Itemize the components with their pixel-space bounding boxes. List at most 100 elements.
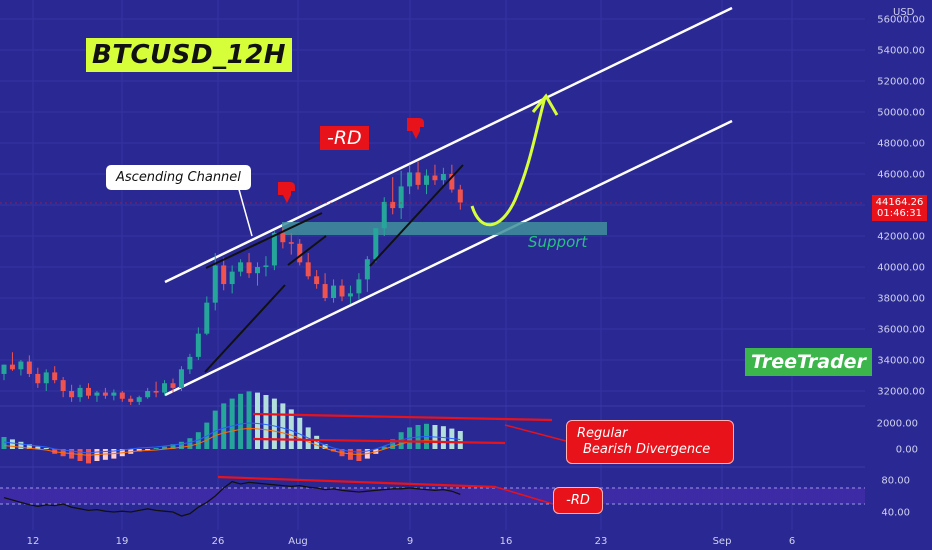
candle-body: [246, 262, 252, 274]
macd-hist-bar: [288, 409, 294, 449]
ascending-channel-lines: [164, 6, 733, 397]
macd-hist-bar: [263, 395, 269, 449]
macd-divergence-line-top: [252, 412, 553, 422]
time-tick-label: 23: [595, 536, 608, 547]
trendlines: [204, 164, 464, 373]
candle-body: [195, 333, 201, 357]
candle-body: [111, 392, 117, 396]
trendline-rise-1: [204, 284, 286, 373]
candle-body: [229, 271, 235, 285]
macd-hist-bar: [229, 398, 235, 449]
macd-hist-bar: [246, 391, 252, 449]
trendline-rise-2: [369, 164, 464, 267]
bearish-divergence-callout: Regular Bearish Divergence: [566, 420, 734, 464]
macd-hist-bar: [187, 438, 193, 449]
candle-body: [271, 232, 277, 266]
candle-body: [381, 201, 387, 229]
candle-body: [35, 373, 41, 384]
candle-body: [288, 242, 294, 244]
macd-hist-bar: [26, 444, 32, 449]
price-tick-label: 48000.00: [877, 139, 925, 150]
divergence-line2: Bearish Divergence: [583, 442, 711, 457]
macd-hist-bar: [86, 449, 91, 464]
support-zone: [282, 222, 607, 235]
macd-hist-bar: [322, 444, 328, 449]
candles-layer: [1, 161, 463, 405]
candle-body: [305, 262, 311, 277]
time-tick-label: 26: [212, 536, 225, 547]
candle-body: [178, 369, 184, 388]
brand-label: TreeTrader: [745, 348, 872, 376]
currency-label: USD: [893, 7, 915, 18]
rsi-callout-pointer: [495, 486, 554, 505]
ascending-channel-callout: Ascending Channel: [106, 165, 251, 190]
time-tick-label: 12: [27, 536, 40, 547]
candle-body: [255, 267, 260, 274]
macd-hist-bar: [212, 410, 218, 449]
macd-divergence-line-bottom: [252, 437, 506, 445]
candle-body: [102, 392, 108, 396]
candle-body: [119, 392, 125, 399]
candle-body: [204, 302, 210, 334]
rsi-band: [0, 488, 865, 504]
macd-hist-bar: [9, 439, 15, 449]
divergence-line1: Regular: [577, 426, 628, 441]
time-tick-label: Aug: [288, 536, 308, 547]
candle-body: [440, 174, 446, 181]
candle-body: [162, 383, 168, 393]
candle-body: [18, 361, 24, 370]
candle-body: [373, 228, 379, 260]
macd-hist-bar: [195, 432, 201, 449]
candle-body: [432, 175, 438, 181]
macd-pane: [1, 391, 463, 464]
candle-body: [238, 262, 244, 272]
price-tick-label: 50000.00: [877, 108, 925, 119]
candle-body: [221, 265, 227, 285]
callout-pointer: [237, 185, 253, 237]
price-tick-label: 32000.00: [877, 387, 925, 398]
macd-hist-bar: [255, 392, 260, 449]
candle-body: [128, 398, 134, 402]
last-price-value: 44164.26: [875, 197, 924, 208]
macd-hist-bar: [271, 398, 277, 449]
price-tick-label: 40000.00: [877, 263, 925, 274]
candle-body: [94, 392, 100, 396]
price-tick-label: 56000.00: [877, 15, 925, 26]
candle-body: [9, 364, 15, 370]
rsi-tick-label: 40.00: [881, 508, 910, 519]
candle-body: [314, 276, 320, 285]
macd-hist-bar: [18, 441, 24, 449]
candle-body: [398, 186, 404, 209]
hand-down-icon: [278, 182, 295, 203]
macd-hist-bar: [153, 448, 159, 449]
candle-body: [69, 391, 75, 398]
rd-label: -RD: [320, 126, 369, 150]
macd-tick-label: 0.00: [896, 445, 918, 456]
macd-hist-bar: [297, 417, 303, 449]
candle-body: [339, 285, 345, 297]
candle-body: [457, 189, 463, 203]
price-tick-label: 34000.00: [877, 356, 925, 367]
projection-arrow: [470, 96, 547, 227]
price-tick-label: 54000.00: [877, 46, 925, 57]
candle-body: [297, 243, 303, 263]
candle-body: [77, 387, 83, 398]
candle-body: [263, 265, 269, 267]
candle-body: [52, 372, 58, 381]
candle-body: [390, 201, 396, 209]
macd-hist-bar: [314, 435, 320, 449]
hand-down-icon: [407, 118, 424, 139]
macd-hist-bar: [145, 449, 151, 451]
time-tick-label: 16: [500, 536, 513, 547]
macd-hist-bar: [238, 393, 244, 449]
macd-line: [3, 422, 461, 454]
divergence-callout-pointer: [504, 424, 567, 442]
candle-body: [424, 175, 429, 185]
macd-hist-bar: [170, 444, 176, 449]
price-tick-label: 52000.00: [877, 77, 925, 88]
macd-signal-line: [3, 427, 461, 456]
macd-hist-bar: [381, 446, 387, 449]
macd-hist-bar: [457, 431, 463, 449]
